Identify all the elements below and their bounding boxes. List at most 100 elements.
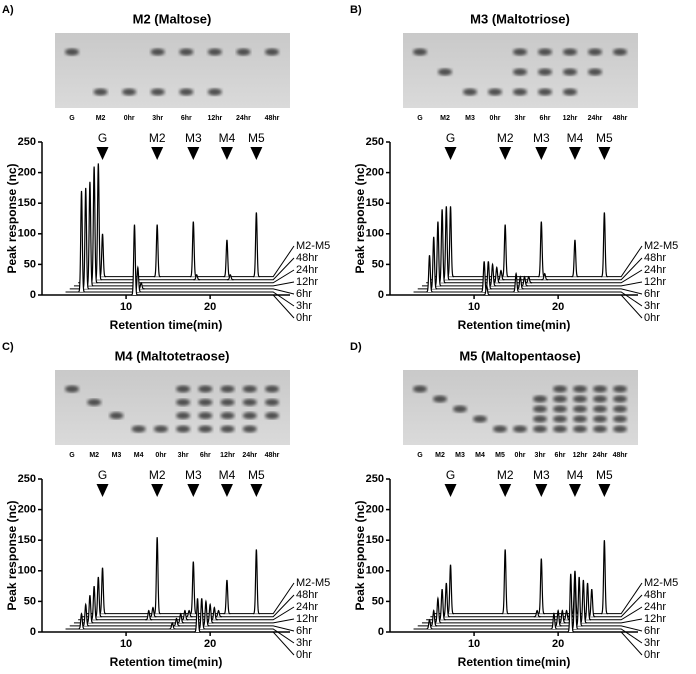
trace-baseline: [65, 628, 295, 644]
tlc-spot: [613, 395, 627, 403]
panel: C)M4 (Maltotetraose)G M2 M3 M4 0hr 3hr 6hr 12hr…: [2, 341, 330, 669]
tlc-plate: [55, 370, 290, 445]
panel: A)M2 (Maltose)G M2 0hr 3hr 6hr 12hr 24hr 48hr05…: [2, 4, 330, 332]
peak-marker: [598, 484, 611, 497]
y-tick-label: 100: [366, 228, 384, 240]
panel-title: M3 (Maltotriose): [470, 11, 570, 26]
tlc-spot: [176, 412, 191, 420]
lane-label: G: [417, 452, 423, 459]
trace-baseline: [69, 625, 295, 632]
tlc-plate: [55, 33, 290, 108]
peak: [483, 284, 491, 296]
tlc-spot: [593, 385, 607, 393]
peak-marker: [535, 484, 548, 497]
y-tick-label: 200: [366, 504, 384, 516]
peak-marker: [96, 147, 109, 160]
tlc-spot: [588, 68, 602, 76]
peak: [82, 602, 90, 627]
tlc-spot: [242, 385, 257, 393]
tlc-spot: [513, 68, 527, 76]
tlc-spot: [242, 412, 257, 420]
tlc-spot: [553, 405, 567, 413]
peak: [600, 212, 608, 278]
lane-label: M2: [89, 452, 99, 459]
peak: [554, 609, 562, 627]
peak-marker: [499, 484, 512, 497]
panel-label: B): [350, 4, 362, 16]
tlc-spot: [220, 425, 235, 433]
y-axis-label: Peak response (nc): [5, 163, 19, 273]
trace-label: 6hr: [644, 625, 660, 637]
peak-marker: [151, 147, 164, 160]
trace-baseline: [82, 594, 295, 618]
tlc-spot: [242, 398, 257, 406]
y-axis-label: Peak response (nc): [353, 163, 367, 273]
peak: [252, 212, 260, 278]
tlc-spot: [553, 385, 567, 393]
trace-baseline: [421, 618, 643, 624]
peak: [533, 609, 541, 618]
tlc-spot: [533, 405, 547, 413]
tlc-spot: [538, 88, 552, 96]
lane-label: 24hr: [593, 452, 608, 459]
lane-label: M2: [440, 115, 450, 122]
lane-label: M3: [112, 452, 122, 459]
peak-marker: [250, 484, 263, 497]
tlc-spot: [563, 68, 577, 76]
peak: [571, 239, 579, 278]
tlc-spot: [220, 385, 235, 393]
lane-label: 48hr: [613, 452, 628, 459]
y-tick-label: 0: [378, 289, 384, 301]
lane-label: 12hr: [207, 115, 222, 122]
peak: [145, 609, 153, 621]
peak: [131, 224, 138, 296]
lane-label: 3hr: [515, 115, 526, 122]
tlc-spot: [613, 415, 627, 423]
lane-label: 0hr: [515, 452, 526, 459]
y-tick-label: 50: [372, 595, 384, 607]
tlc-spot: [176, 398, 191, 406]
tlc-spot: [198, 412, 213, 420]
peak: [177, 612, 185, 624]
y-tick-label: 150: [366, 534, 384, 546]
marker-label: G: [446, 131, 455, 145]
panel-label: A): [2, 4, 14, 16]
peak: [153, 537, 161, 615]
lane-label: 12hr: [220, 452, 235, 459]
tlc-spot: [150, 88, 165, 96]
tlc-spot: [87, 398, 102, 406]
trace-label: 12hr: [644, 613, 666, 625]
tlc-spot: [265, 48, 279, 56]
y-tick-label: 50: [372, 258, 384, 270]
y-tick-label: 50: [24, 258, 36, 270]
tlc-spot: [553, 425, 567, 433]
lane-label: M3: [465, 115, 475, 122]
peak-marker: [151, 484, 164, 497]
trace-label: 3hr: [644, 637, 660, 649]
tlc-spot: [265, 398, 279, 406]
peak: [78, 190, 85, 293]
y-axis-label: Peak response (nc): [5, 500, 19, 610]
lane-label: 0hr: [155, 452, 166, 459]
lane-label: 48hr: [613, 115, 628, 122]
tlc-spot: [563, 88, 577, 96]
lane-label: G: [69, 452, 75, 459]
lane-label: G: [417, 115, 423, 122]
tlc-spot: [220, 398, 235, 406]
panel: D)M5 (Maltopentaose)G M2 M3 M4 M5 0hr 3hr 6hr 12…: [350, 341, 678, 669]
lane-label: M3: [455, 452, 465, 459]
lane-label: 24hr: [242, 452, 257, 459]
peak: [215, 609, 222, 618]
tlc-spot: [473, 415, 487, 423]
tlc-spot: [153, 425, 168, 433]
tlc-spot: [573, 405, 587, 413]
trace-label: 3hr: [296, 300, 312, 312]
trace-label: M2-M5: [296, 240, 330, 252]
tlc-spot: [588, 48, 602, 56]
peak: [189, 221, 197, 278]
tlc-spot: [198, 385, 213, 393]
peak: [223, 239, 231, 278]
trace-baseline: [409, 294, 643, 319]
peak: [537, 558, 545, 615]
tlc-spot: [453, 405, 467, 413]
